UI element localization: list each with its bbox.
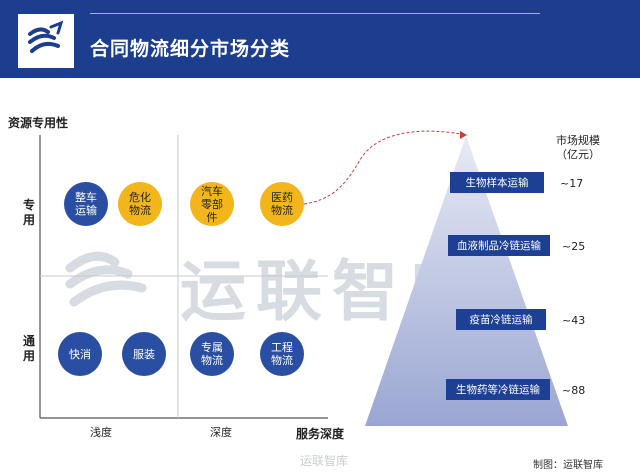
segment-circle-auto-parts: 汽车零部件 [190, 182, 234, 226]
page-title: 合同物流细分市场分类 [90, 38, 291, 60]
segment-circle-dedicated: 专属物流 [190, 332, 234, 376]
pyramid-tier-3-value: ~43 [562, 314, 586, 327]
x-tick-shallow: 浅度 [90, 426, 112, 439]
pyramid-tier-2: 血液制品冷链运输 [448, 235, 550, 256]
header-banner: 合同物流细分市场分类 [0, 0, 640, 78]
y-axis-title: 资源专用性 [8, 116, 69, 130]
link-arrow [303, 130, 467, 205]
watermark-logo-icon [65, 251, 147, 307]
y-tick-low: 通用 [22, 334, 35, 363]
segment-circle-engineering: 工程物流 [260, 332, 304, 376]
pyramid-tier-1-value: ~17 [560, 177, 584, 190]
pyramid-tier-1: 生物样本运输 [450, 172, 544, 193]
market-size-label: 市场规模（亿元） [556, 134, 600, 161]
pyramid-tier-3: 疫苗冷链运输 [456, 309, 546, 330]
logo [18, 14, 74, 68]
segment-circle-apparel: 服装 [122, 332, 166, 376]
y-tick-high: 专用 [22, 198, 35, 227]
x-axis-title: 服务深度 [296, 427, 345, 441]
segment-circle-hazmat: 危化物流 [118, 182, 162, 226]
logo-icon [28, 20, 64, 53]
segment-circle-fmcg: 快消 [58, 332, 102, 376]
link-arrow-head [460, 131, 467, 139]
pyramid-tier-2-value: ~25 [562, 240, 586, 253]
pyramid-shape [365, 136, 568, 426]
source-credit: 制图：运联智库 [533, 460, 603, 471]
header-divider [90, 13, 540, 14]
segment-circle-whole-truck: 整车运输 [64, 182, 108, 226]
x-tick-deep: 深度 [210, 426, 232, 439]
pyramid-tier-4-value: ~88 [562, 384, 586, 397]
segment-circle-pharma: 医药物流 [260, 182, 304, 226]
pyramid-tier-4: 生物药等冷链运输 [446, 379, 550, 400]
footer-watermark: 运联智库 [300, 454, 349, 468]
